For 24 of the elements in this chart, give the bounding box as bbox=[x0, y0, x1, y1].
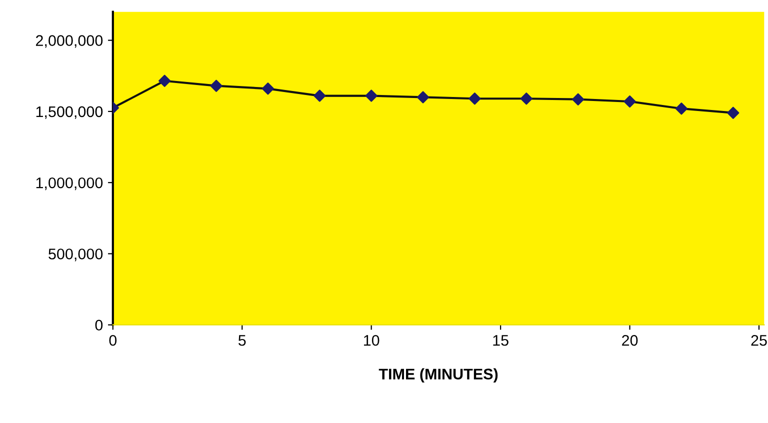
y-tick-label: 0 bbox=[95, 320, 103, 331]
point bbox=[314, 90, 326, 102]
point bbox=[365, 90, 378, 102]
point bbox=[675, 102, 688, 115]
x-axis-title: TIME (MINUTES) bbox=[378, 368, 498, 383]
point bbox=[416, 91, 430, 104]
y-tick-label: 1,000,000 bbox=[36, 177, 103, 190]
x-tick-label: 15 bbox=[493, 335, 508, 346]
x-tick-label: 20 bbox=[622, 334, 638, 346]
y-tick-label: 500,000 bbox=[48, 248, 103, 262]
point bbox=[468, 92, 481, 105]
x-tick-label: 25 bbox=[751, 334, 767, 346]
point bbox=[624, 95, 636, 108]
x-tick-label: 0 bbox=[109, 334, 117, 346]
x-tick-label: 10 bbox=[364, 334, 380, 346]
point bbox=[727, 106, 740, 119]
x-tick-label: 5 bbox=[238, 335, 246, 346]
point bbox=[262, 82, 274, 95]
point bbox=[520, 92, 532, 105]
y-tick-label: 2,000,000 bbox=[36, 35, 103, 48]
point bbox=[572, 93, 584, 106]
y-tick-label: 1,500,000 bbox=[36, 106, 103, 119]
point bbox=[158, 74, 171, 87]
point bbox=[210, 80, 222, 92]
